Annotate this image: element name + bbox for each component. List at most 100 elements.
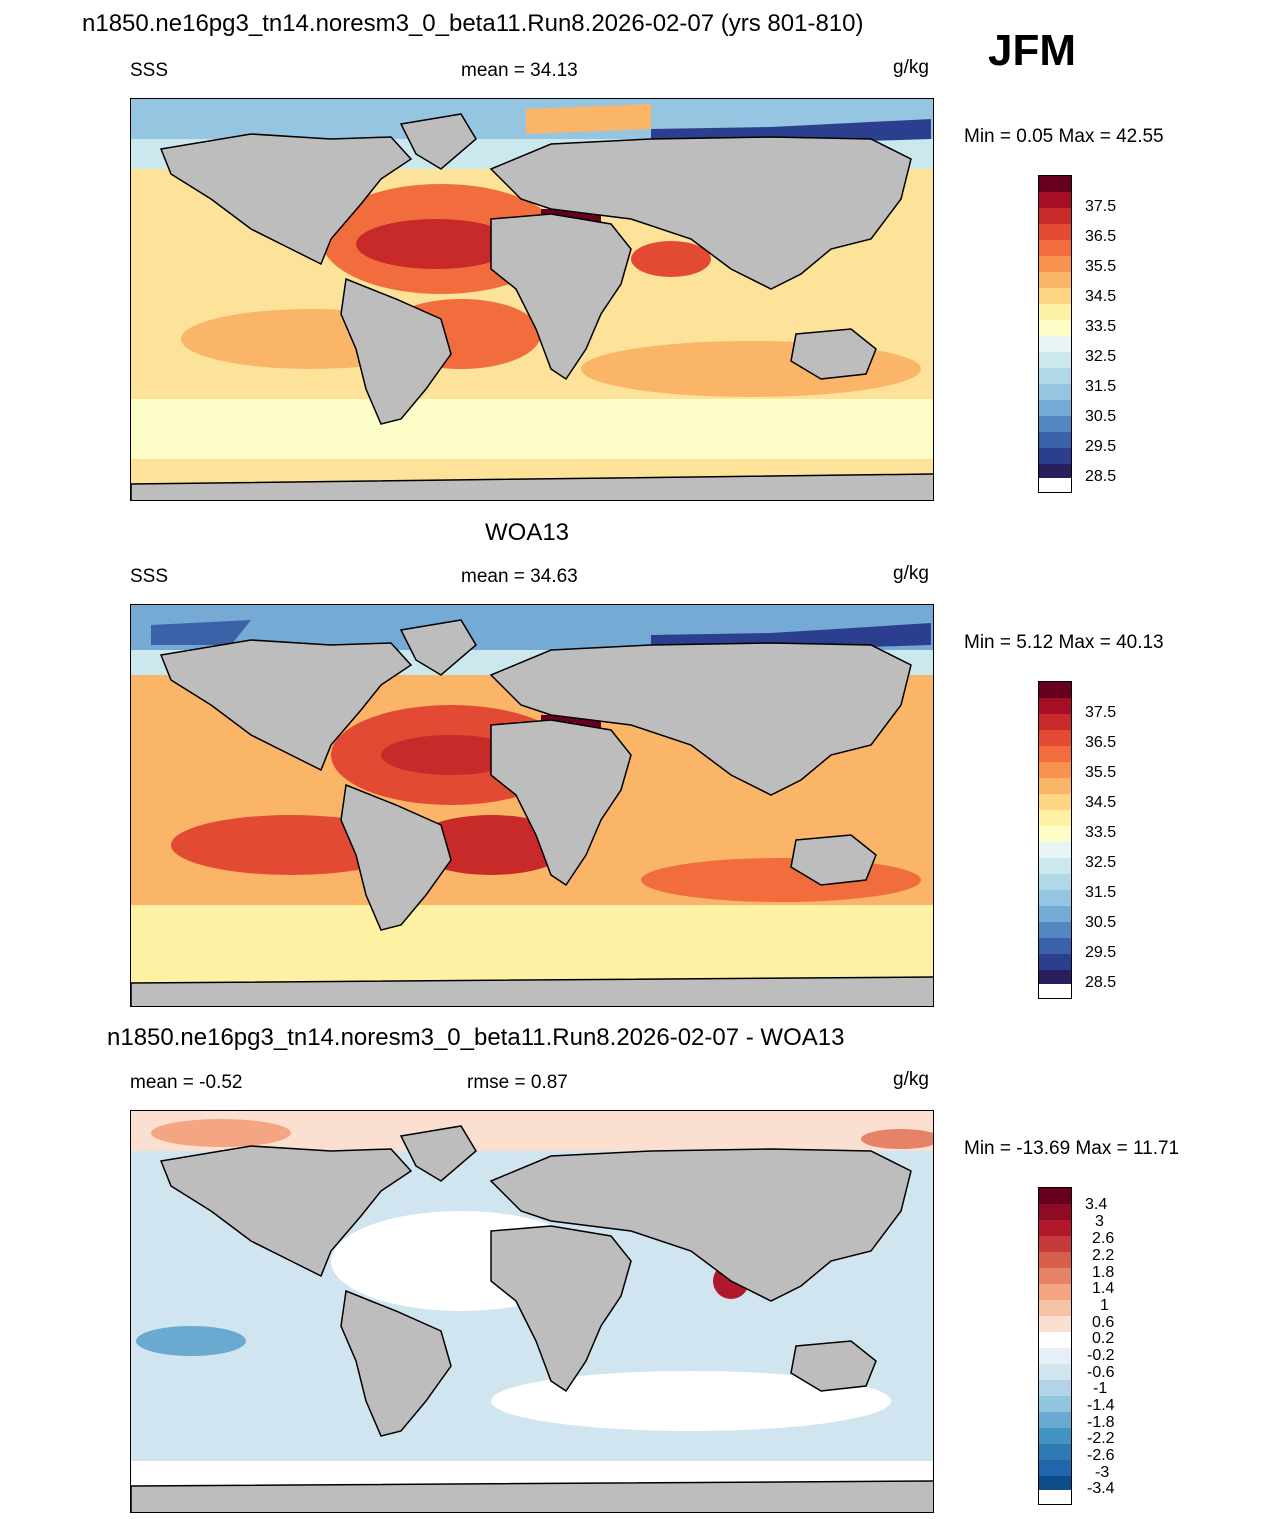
colorbar-tick-label: 28.5 <box>1085 468 1117 485</box>
colorbar-swatch <box>1039 954 1071 970</box>
colorbar-tick-label: 0.6 <box>1092 1314 1115 1331</box>
colorbar-swatch <box>1039 1284 1071 1300</box>
colorbar-tick-label: -1 <box>1093 1380 1108 1397</box>
colorbar-swatch <box>1039 240 1071 256</box>
colorbar-tick-label: 36.5 <box>1085 228 1117 245</box>
colorbar-tick-label: 32.5 <box>1085 348 1117 365</box>
colorbar-swatch <box>1039 842 1071 858</box>
colorbar-swatch <box>1039 922 1071 938</box>
colorbar-swatch <box>1039 1380 1071 1396</box>
colorbar-tick-label: 0.2 <box>1092 1330 1115 1347</box>
panel2-heading: WOA13 <box>485 519 570 546</box>
colorbar-tick-label: 31.5 <box>1085 378 1117 395</box>
colorbar-swatch <box>1039 906 1071 922</box>
colorbar-swatch <box>1039 826 1071 842</box>
colorbar-swatch <box>1039 1396 1071 1412</box>
colorbar-swatch <box>1039 464 1071 478</box>
colorbar-swatch <box>1039 368 1071 384</box>
colorbar-swatch <box>1039 224 1071 240</box>
colorbar-swatch <box>1039 970 1071 984</box>
colorbar-swatch <box>1039 1364 1071 1380</box>
season-label: JFM <box>988 26 1076 75</box>
colorbar-tick-label: 33.5 <box>1085 824 1117 841</box>
colorbar-swatch <box>1039 1188 1071 1204</box>
colorbar-tick-label: 3 <box>1095 1213 1104 1230</box>
panel1-mean-label: mean = 34.13 <box>461 60 578 81</box>
colorbar-tick-label: -2.2 <box>1087 1430 1115 1447</box>
colorbar-swatch <box>1039 1300 1071 1316</box>
colorbar-swatch <box>1039 938 1071 954</box>
colorbar-tick-label: 29.5 <box>1085 438 1117 455</box>
colorbar-swatch <box>1039 1252 1071 1268</box>
colorbar-tick-label: 29.5 <box>1085 944 1117 961</box>
panel2-colorbar <box>1038 681 1072 999</box>
colorbar-swatch <box>1039 1348 1071 1364</box>
colorbar-swatch <box>1039 208 1071 224</box>
colorbar-swatch <box>1039 416 1071 432</box>
colorbar-swatch <box>1039 448 1071 464</box>
colorbar-swatch <box>1039 256 1071 272</box>
panel3-heading: n1850.ne16pg3_tn14.noresm3_0_beta11.Run8… <box>107 1024 845 1051</box>
panel3-colorbar <box>1038 1187 1072 1505</box>
colorbar-tick-label: -0.6 <box>1087 1364 1115 1381</box>
colorbar-swatch <box>1039 1268 1071 1284</box>
colorbar-tick-label: 31.5 <box>1085 884 1117 901</box>
colorbar-swatch <box>1039 1444 1071 1460</box>
panel1-map <box>130 98 934 501</box>
colorbar-swatch <box>1039 810 1071 826</box>
panel3-rmse-label: rmse = 0.87 <box>467 1072 568 1093</box>
page-title: n1850.ne16pg3_tn14.noresm3_0_beta11.Run8… <box>82 10 864 37</box>
colorbar-swatch <box>1039 778 1071 794</box>
panel3-map <box>130 1110 934 1513</box>
panel1-minmax-label: Min = 0.05 Max = 42.55 <box>964 126 1164 147</box>
panel2-units-label: g/kg <box>893 563 929 584</box>
colorbar-swatch <box>1039 320 1071 336</box>
colorbar-swatch <box>1039 858 1071 874</box>
colorbar-swatch <box>1039 746 1071 762</box>
colorbar-swatch <box>1039 714 1071 730</box>
colorbar-swatch <box>1039 1204 1071 1220</box>
colorbar-swatch <box>1039 794 1071 810</box>
colorbar-swatch <box>1039 1428 1071 1444</box>
colorbar-tick-label: 34.5 <box>1085 794 1117 811</box>
colorbar-tick-label: 36.5 <box>1085 734 1117 751</box>
panel3-units-label: g/kg <box>893 1069 929 1090</box>
colorbar-tick-label: 33.5 <box>1085 318 1117 335</box>
colorbar-tick-label: -1.8 <box>1087 1414 1115 1431</box>
colorbar-swatch <box>1039 288 1071 304</box>
colorbar-tick-label: 28.5 <box>1085 974 1117 991</box>
colorbar-swatch <box>1039 1460 1071 1476</box>
colorbar-tick-label: 35.5 <box>1085 258 1117 275</box>
colorbar-tick-label: 30.5 <box>1085 408 1117 425</box>
colorbar-tick-label: 2.2 <box>1092 1247 1115 1264</box>
colorbar-tick-label: 34.5 <box>1085 288 1117 305</box>
colorbar-swatch <box>1039 890 1071 906</box>
panel1-variable-label: SSS <box>130 60 169 81</box>
colorbar-tick-label: -1.4 <box>1087 1397 1115 1414</box>
colorbar-swatch <box>1039 400 1071 416</box>
colorbar-swatch <box>1039 384 1071 400</box>
colorbar-swatch <box>1039 1412 1071 1428</box>
colorbar-swatch <box>1039 192 1071 208</box>
colorbar-swatch <box>1039 682 1071 698</box>
panel3-minmax-label: Min = -13.69 Max = 11.71 <box>964 1138 1180 1159</box>
colorbar-tick-label: 1 <box>1100 1297 1109 1314</box>
colorbar-tick-label: 3.4 <box>1085 1196 1108 1213</box>
colorbar-swatch <box>1039 1236 1071 1252</box>
colorbar-swatch <box>1039 762 1071 778</box>
panel1-colorbar <box>1038 175 1072 493</box>
colorbar-swatch <box>1039 1332 1071 1348</box>
colorbar-tick-label: 1.8 <box>1092 1264 1115 1281</box>
panel1-units-label: g/kg <box>893 57 929 78</box>
colorbar-tick-label: 35.5 <box>1085 764 1117 781</box>
colorbar-swatch <box>1039 336 1071 352</box>
panel2-variable-label: SSS <box>130 566 169 587</box>
panel2-map <box>130 604 934 1007</box>
colorbar-tick-label: 37.5 <box>1085 704 1117 721</box>
colorbar-swatch <box>1039 874 1071 890</box>
colorbar-swatch <box>1039 432 1071 448</box>
colorbar-tick-label: -2.6 <box>1087 1447 1115 1464</box>
colorbar-tick-label: 1.4 <box>1092 1280 1115 1297</box>
colorbar-swatch <box>1039 272 1071 288</box>
colorbar-swatch <box>1039 176 1071 192</box>
